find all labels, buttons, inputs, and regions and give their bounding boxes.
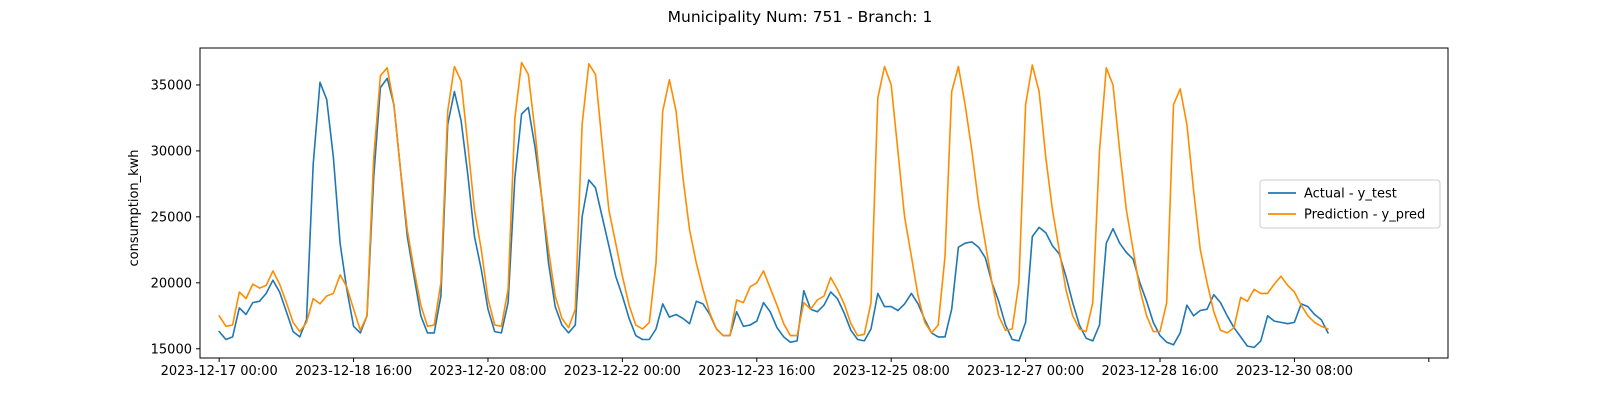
series-line-prediction xyxy=(218,61,1329,337)
x-tick-label: 2023-12-27 00:00 xyxy=(967,364,1084,379)
axes-frame xyxy=(199,47,1449,359)
y-tick-label: 30000 xyxy=(151,144,192,159)
x-tick-label: 2023-12-23 16:00 xyxy=(698,364,815,379)
x-tick-label: 2023-12-20 08:00 xyxy=(429,364,546,379)
x-tick-label: 2023-12-25 08:00 xyxy=(833,364,950,379)
y-tick-label: 25000 xyxy=(151,210,192,225)
x-tick-label: 2023-12-30 08:00 xyxy=(1236,364,1353,379)
y-tick-label: 20000 xyxy=(151,276,192,291)
plot-area: 15000 20000 25000 30000 35000 2023-12-17 00:0… xyxy=(151,47,1449,379)
y-tick-label: 35000 xyxy=(151,78,192,93)
x-tick-label: 2023-12-28 16:00 xyxy=(1101,364,1218,379)
x-tick-label: 2023-12-17 00:00 xyxy=(161,364,278,379)
y-axis-label: consumption_kwh xyxy=(127,149,142,266)
legend-label: Prediction - y_pred xyxy=(1304,208,1425,223)
chart-title: Municipality Num: 751 - Branch: 1 xyxy=(668,8,933,26)
x-tick-label: 2023-12-18 16:00 xyxy=(295,364,412,379)
y-tick-label: 15000 xyxy=(151,342,192,357)
legend-box xyxy=(1259,179,1441,229)
legend-label: Actual - y_test xyxy=(1304,187,1397,202)
x-tick-label: 2023-12-22 00:00 xyxy=(564,364,681,379)
